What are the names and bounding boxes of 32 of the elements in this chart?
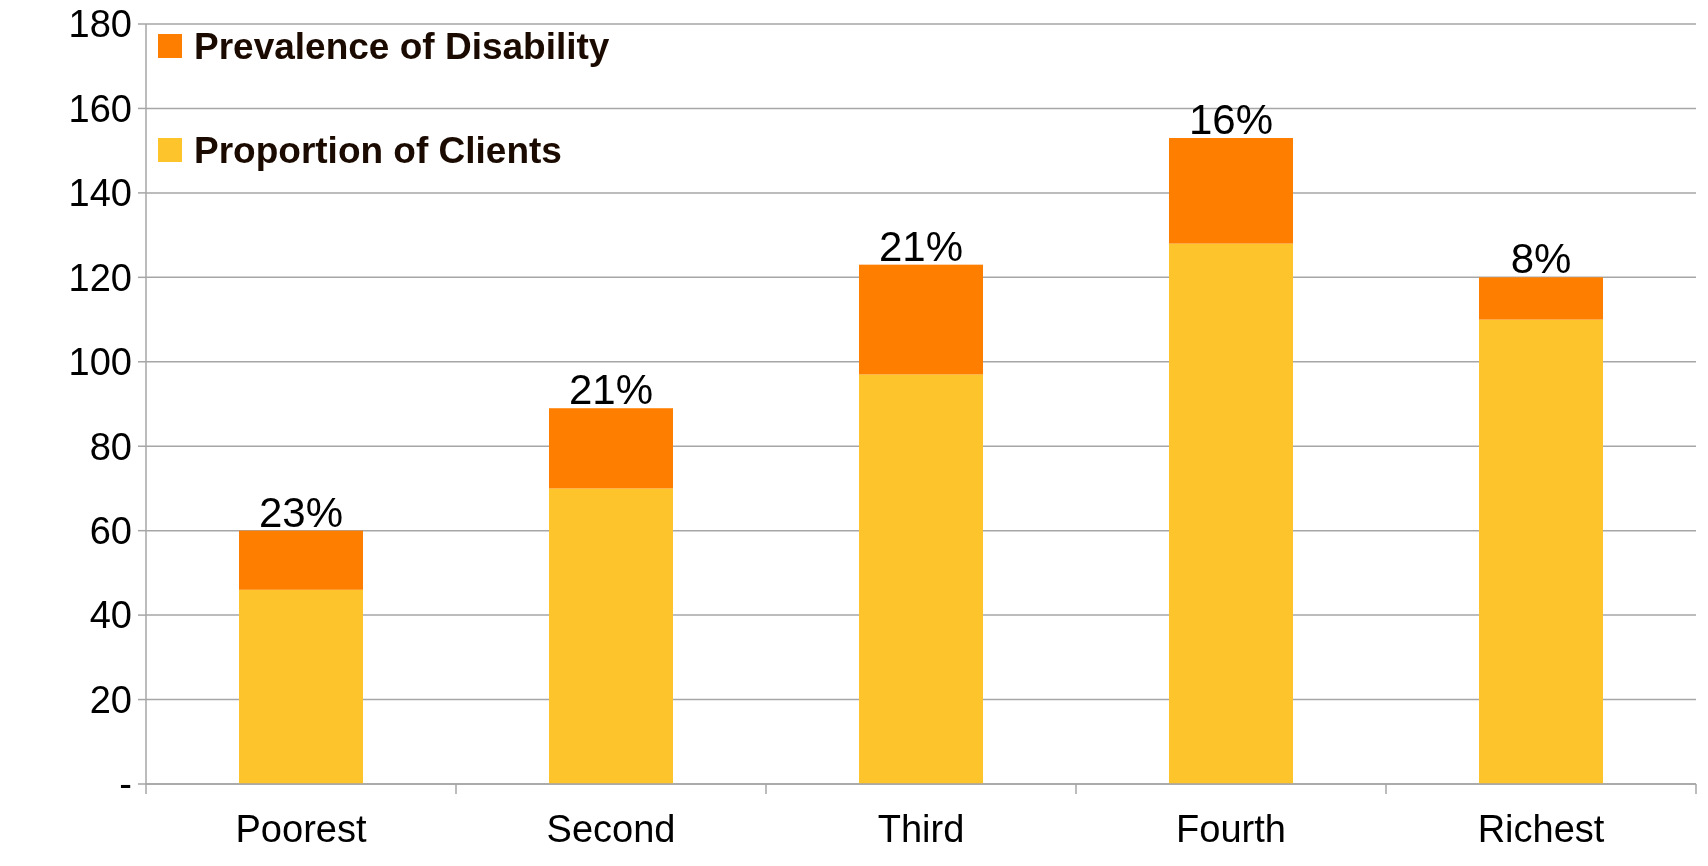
y-tick-label: 180 bbox=[68, 3, 132, 46]
bar bbox=[859, 374, 983, 784]
y-tick-label: 80 bbox=[89, 425, 132, 468]
x-tick-label: Richest bbox=[1477, 808, 1605, 850]
annotation: 8% bbox=[1510, 235, 1572, 283]
legend-label: Prevalence of Disability bbox=[194, 25, 610, 67]
annotation: 21% bbox=[878, 222, 964, 270]
x-tick-label: Fourth bbox=[1176, 808, 1286, 850]
annotation: 21% bbox=[568, 366, 654, 414]
bar bbox=[859, 264, 983, 375]
y-tick-label: 120 bbox=[68, 256, 132, 299]
x-tick-label: Third bbox=[877, 808, 965, 850]
y-tick-label: 60 bbox=[89, 509, 132, 552]
legend-label: Proportion of Clients bbox=[194, 129, 562, 171]
y-tick-label: 40 bbox=[89, 594, 132, 637]
y-tick-label: 20 bbox=[89, 678, 132, 721]
bar bbox=[239, 530, 363, 590]
bar bbox=[239, 589, 363, 784]
bar bbox=[549, 408, 673, 489]
bar bbox=[1479, 319, 1603, 784]
x-tick-label: Poorest bbox=[235, 808, 367, 850]
annotation: 23% bbox=[258, 488, 344, 536]
bar bbox=[1479, 277, 1603, 320]
y-tick-label: - bbox=[119, 763, 132, 806]
annotation: 16% bbox=[1188, 96, 1274, 143]
y-tick-label: 140 bbox=[68, 172, 132, 215]
y-tick-label: 100 bbox=[68, 341, 132, 384]
bar bbox=[1169, 243, 1293, 784]
y-tick-label: 160 bbox=[68, 87, 132, 130]
bar bbox=[549, 488, 673, 784]
bar bbox=[1169, 138, 1293, 244]
x-tick-label: Second bbox=[546, 808, 676, 850]
